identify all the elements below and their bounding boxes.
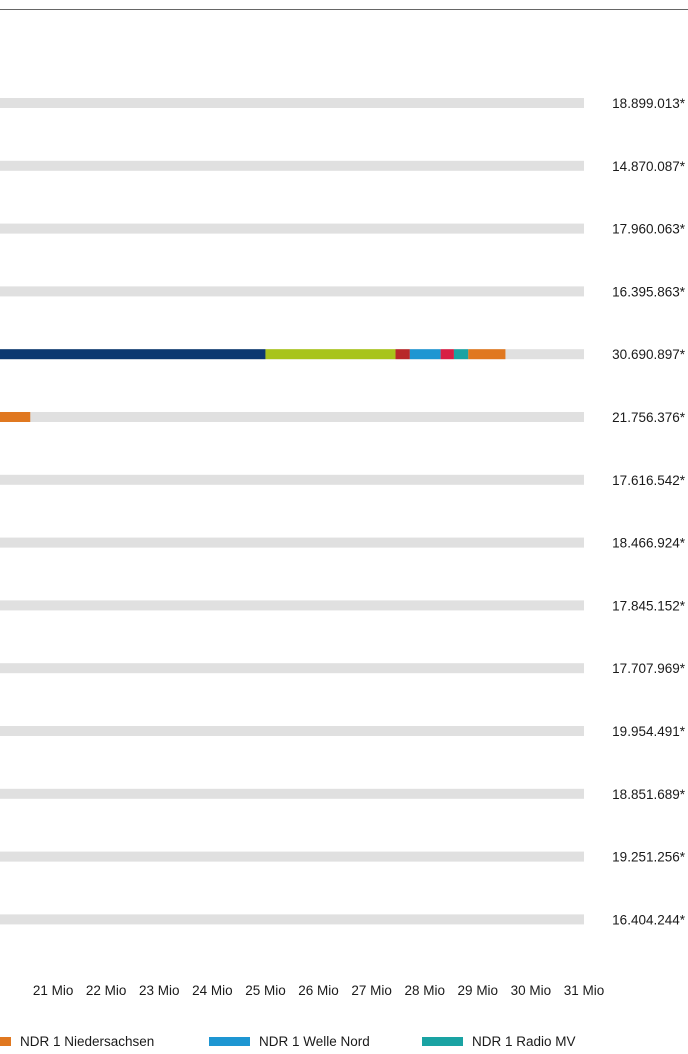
bar-total-label: 18.466.924* (612, 536, 686, 551)
bar-row: 30.690.897* (0, 347, 686, 362)
legend-label-ndr1-welle-nord: NDR 1 Welle Nord (259, 1033, 370, 1049)
bar-row: 18.899.013* (0, 96, 686, 111)
bar-row: 19.251.256* (0, 850, 686, 865)
bar-total-label: 18.899.013* (612, 96, 686, 111)
bar-total-label: 19.954.491* (612, 724, 686, 739)
legend-item-ndr1-niedersachsen: NDR 1 Niedersachsen (0, 1032, 154, 1050)
bar-total-label: 19.251.256* (612, 850, 686, 865)
legend-label-ndr1-radio-mv: NDR 1 Radio MV (472, 1033, 576, 1049)
x-tick-label: 30 Mio (511, 983, 552, 998)
legend-item-ndr1-radio-mv: NDR 1 Radio MV (422, 1032, 576, 1050)
x-tick-label: 22 Mio (86, 983, 127, 998)
bar-total-label: 16.404.244* (612, 912, 686, 927)
bar-row: 17.616.542* (0, 473, 686, 488)
legend-item-ndr1-welle-nord: NDR 1 Welle Nord (209, 1032, 370, 1050)
bar-track (0, 726, 584, 736)
bar-segment (265, 349, 396, 360)
bar-row: 17.960.063* (0, 222, 686, 237)
bar-total-label: 21.756.376* (612, 410, 686, 425)
stacked-bar-chart: 18.899.013* 14.870.087* 17.960.063* 16.395.… (0, 96, 686, 998)
bar-track (0, 474, 584, 485)
bar-segment (395, 349, 410, 360)
legend-label-ndr1-niedersachsen: NDR 1 Niedersachsen (20, 1033, 155, 1049)
x-tick-label: 24 Mio (192, 983, 233, 998)
bar-track (0, 286, 584, 297)
bar-track (0, 412, 584, 422)
bar-row: 17.845.152* (0, 598, 686, 613)
legend-swatch-ndr1-radio-mv (422, 1036, 463, 1046)
bar-total-label: 17.707.969* (612, 661, 686, 676)
bar-segment (453, 349, 469, 360)
bar-row: 18.466.924* (0, 536, 686, 551)
legend-swatch-ndr1-welle-nord (209, 1036, 250, 1046)
bar-track (0, 223, 584, 234)
bar-row: 21.756.376* (0, 410, 686, 425)
bar-row: 16.395.863* (0, 284, 686, 299)
bar-total-label: 30.690.897* (612, 347, 686, 362)
bar-segment (409, 349, 441, 360)
bar-row: 19.954.491* (0, 724, 686, 739)
x-tick-label: 21 Mio (33, 983, 74, 998)
x-tick-label: 31 Mio (564, 983, 605, 998)
bar-row: 18.851.689* (0, 787, 686, 802)
bar-row: 14.870.087* (0, 159, 686, 174)
bar-segment (0, 349, 266, 360)
bar-segment (440, 349, 454, 360)
x-tick-label: 25 Mio (245, 983, 286, 998)
legend: NDR 1 Niedersachsen NDR 1 Welle Nord NDR… (0, 1032, 688, 1052)
x-tick-label: 28 Mio (404, 983, 445, 998)
bar-track (0, 914, 584, 925)
x-tick-label: 27 Mio (351, 983, 392, 998)
legend-swatch-ndr1-niedersachsen (0, 1036, 11, 1046)
bar-total-label: 18.851.689* (612, 787, 686, 802)
bar-total-label: 17.960.063* (612, 222, 686, 237)
bar-track (0, 788, 584, 799)
x-tick-label: 26 Mio (298, 983, 339, 998)
bar-track (0, 98, 584, 108)
bar-track (0, 663, 584, 674)
bar-segment (0, 412, 31, 422)
top-rule (0, 9, 688, 10)
bar-total-label: 14.870.087* (612, 159, 686, 174)
bar-segment (468, 349, 506, 360)
x-tick-label: 29 Mio (458, 983, 499, 998)
bar-track (0, 537, 584, 548)
bar-track (0, 600, 584, 611)
bar-total-label: 17.616.542* (612, 473, 686, 488)
bar-total-label: 16.395.863* (612, 284, 686, 299)
bar-total-label: 17.845.152* (612, 598, 686, 613)
bar-track (0, 851, 584, 862)
bar-row: 17.707.969* (0, 661, 686, 676)
bar-track (0, 160, 584, 171)
bar-row: 16.404.244* (0, 912, 686, 927)
x-tick-label: 23 Mio (139, 983, 180, 998)
